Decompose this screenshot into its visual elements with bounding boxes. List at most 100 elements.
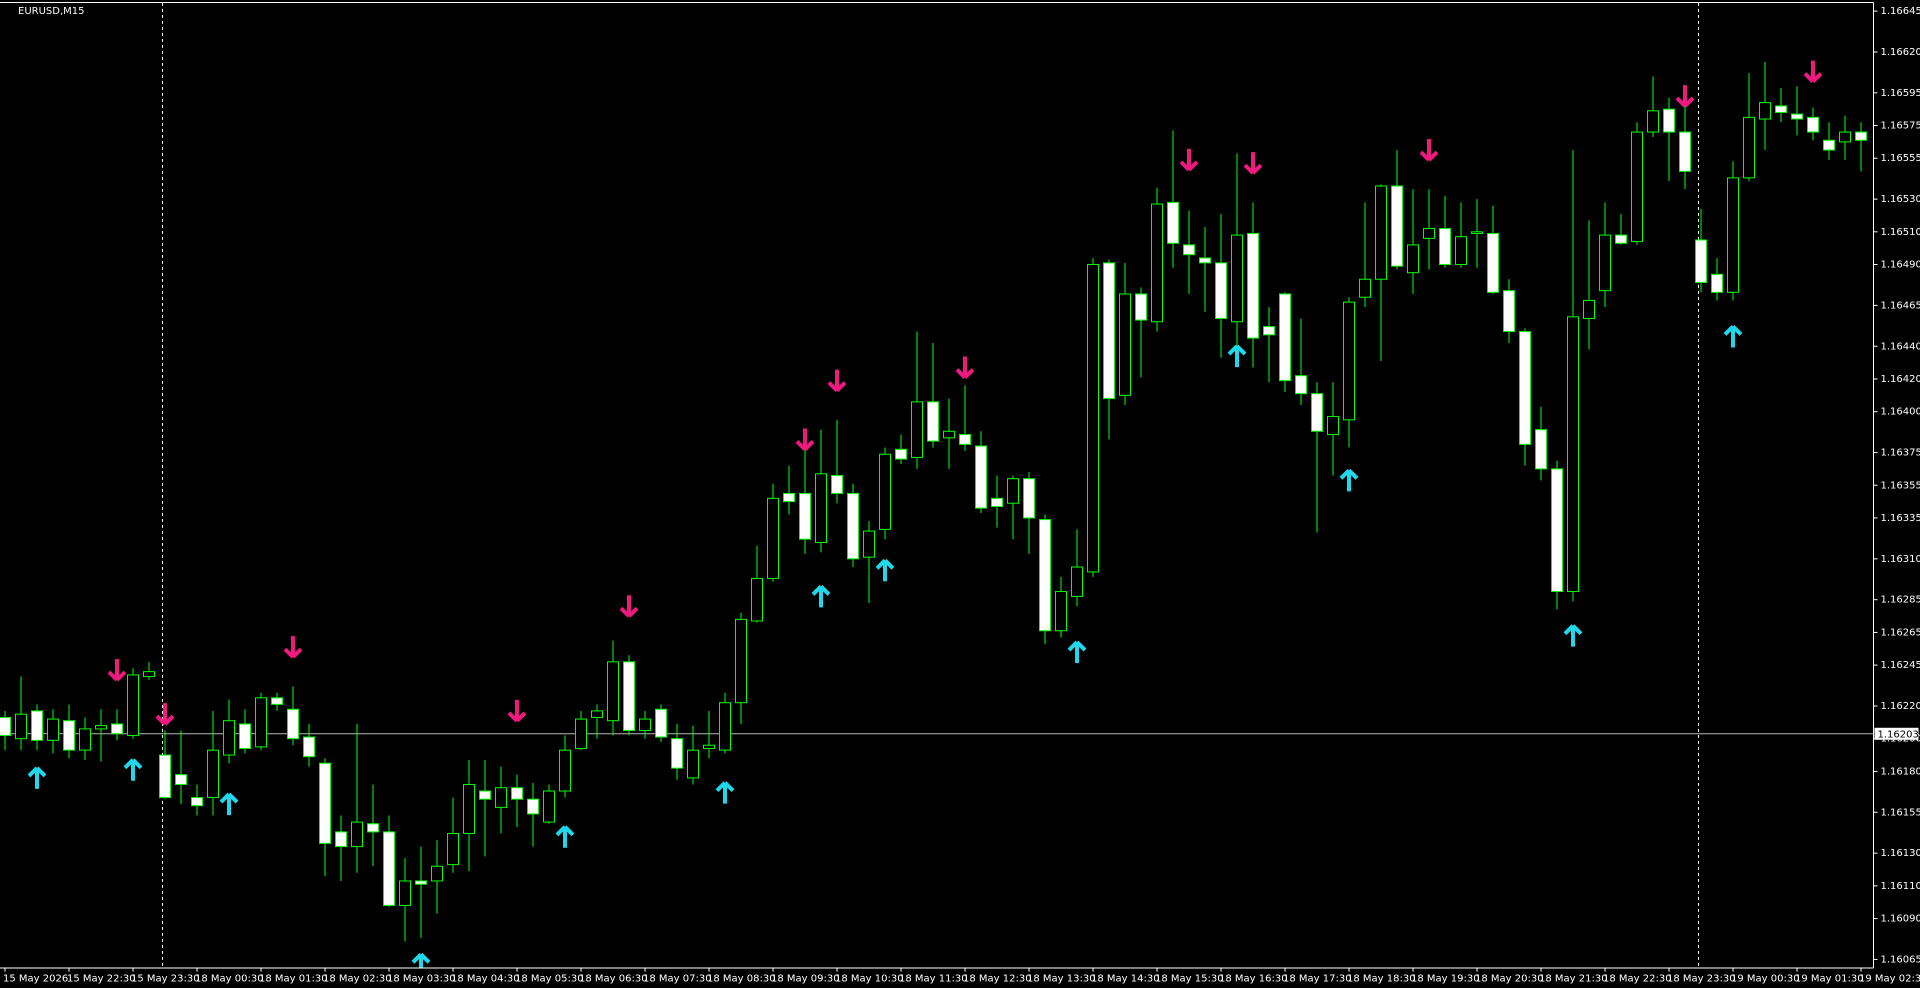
candle-body xyxy=(1743,116,1755,179)
buy-arrow xyxy=(27,766,47,789)
candle-body xyxy=(1007,478,1019,504)
candle-body xyxy=(1727,177,1739,293)
candle-body xyxy=(623,661,635,732)
candle-body xyxy=(223,720,235,756)
x-tick-label: 18 May 19:30 xyxy=(1411,974,1480,985)
candle-body xyxy=(351,821,363,848)
candle-body xyxy=(207,749,219,799)
candle-body xyxy=(559,749,571,792)
candle-body xyxy=(47,718,59,741)
candle-body xyxy=(671,738,683,769)
y-tick-label: 1.16555 xyxy=(1881,153,1920,164)
buy-arrow xyxy=(1227,344,1247,368)
candle-body xyxy=(191,797,203,807)
y-tick-label: 1.16155 xyxy=(1881,807,1920,818)
y-tick-label: 1.16110 xyxy=(1881,881,1920,892)
candle-body xyxy=(687,749,699,779)
candle-body xyxy=(895,448,907,460)
x-tick-label: 18 May 23:30 xyxy=(1667,974,1736,985)
candle-body xyxy=(1823,139,1835,151)
y-tick-label: 1.16355 xyxy=(1881,480,1920,491)
candle-body xyxy=(1679,131,1691,172)
candle-body xyxy=(1647,110,1659,133)
y-tick-label: 1.16530 xyxy=(1881,194,1920,205)
candle-body xyxy=(911,401,923,458)
x-tick-label: 18 May 16:30 xyxy=(1219,974,1288,985)
candle-body xyxy=(1375,185,1387,280)
y-tick-label: 1.16065 xyxy=(1881,954,1920,965)
candle-body xyxy=(1535,429,1547,470)
y-tick-label: 1.16620 xyxy=(1881,47,1920,58)
candle-body xyxy=(1807,116,1819,133)
candle-body xyxy=(1439,228,1451,266)
candle-body xyxy=(111,723,123,735)
x-tick-label: 18 May 03:30 xyxy=(387,974,456,985)
sell-arrow xyxy=(1243,152,1263,175)
x-tick-label: 15 May 23:30 xyxy=(131,974,200,985)
y-tick-label: 1.16335 xyxy=(1881,513,1920,524)
sell-arrow xyxy=(619,595,639,618)
candle-body xyxy=(1423,228,1435,239)
buy-arrow xyxy=(1067,640,1087,664)
candle-body xyxy=(1391,185,1403,267)
sell-arrow xyxy=(283,636,303,659)
candle-body xyxy=(991,497,1003,508)
x-tick-label: 19 May 00:30 xyxy=(1731,974,1800,985)
candle-body xyxy=(1759,102,1771,120)
x-tick-label: 18 May 04:30 xyxy=(451,974,520,985)
candle-body xyxy=(815,473,827,543)
x-tick-label: 18 May 15:30 xyxy=(1155,974,1224,985)
buy-arrow xyxy=(811,585,831,608)
x-tick-label: 19 May 02:30 xyxy=(1859,974,1920,985)
candle-body xyxy=(607,661,619,722)
y-tick-label: 1.16285 xyxy=(1881,595,1920,606)
y-tick-label: 1.16400 xyxy=(1881,407,1920,418)
candle-body xyxy=(1599,234,1611,292)
sell-arrow xyxy=(107,659,127,682)
candle-body xyxy=(1615,234,1627,244)
sell-arrow xyxy=(155,703,175,726)
candle-body xyxy=(1215,262,1227,319)
candle-body xyxy=(863,530,875,558)
candle-body xyxy=(527,798,539,815)
candle-body xyxy=(1359,278,1371,298)
y-tick-label: 1.16310 xyxy=(1881,554,1920,565)
candle-body xyxy=(1855,131,1867,141)
candle-body xyxy=(367,823,379,833)
y-tick-label: 1.16090 xyxy=(1881,914,1920,925)
candle-body xyxy=(143,671,155,678)
candle-body xyxy=(1567,316,1579,593)
y-tick-label: 1.16645 xyxy=(1881,6,1920,17)
candle-body xyxy=(415,880,427,885)
candle-body xyxy=(511,787,523,800)
price-label: 1.16203 xyxy=(1878,729,1919,740)
x-tick-label: 18 May 22:30 xyxy=(1603,974,1672,985)
candle-body xyxy=(1023,478,1035,519)
x-tick-label: 18 May 02:30 xyxy=(323,974,392,985)
candle-body xyxy=(1279,293,1291,382)
x-tick-label: 18 May 17:30 xyxy=(1283,974,1352,985)
x-tick-label: 18 May 11:30 xyxy=(899,974,968,985)
x-tick-label: 18 May 00:30 xyxy=(195,974,264,985)
sell-arrow xyxy=(1803,60,1823,83)
y-tick-label: 1.16180 xyxy=(1881,766,1920,777)
candle-body xyxy=(1519,331,1531,445)
candle-body xyxy=(479,790,491,800)
candle-body xyxy=(719,702,731,751)
candle-body xyxy=(639,718,651,732)
candle-body xyxy=(399,880,411,906)
candle-body xyxy=(943,430,955,439)
plot-area xyxy=(0,3,1873,968)
candle-body xyxy=(1167,201,1179,244)
candle-body xyxy=(879,453,891,530)
candle-body xyxy=(1071,566,1083,597)
buy-arrow xyxy=(1339,468,1359,492)
candle-body xyxy=(255,697,267,748)
candle-body xyxy=(1503,290,1515,333)
x-tick-label: 15 May 2026 xyxy=(3,974,68,985)
y-tick-label: 1.16490 xyxy=(1881,260,1920,271)
x-tick-label: 15 May 22:30 xyxy=(67,974,136,985)
y-tick-label: 1.16575 xyxy=(1881,121,1920,132)
